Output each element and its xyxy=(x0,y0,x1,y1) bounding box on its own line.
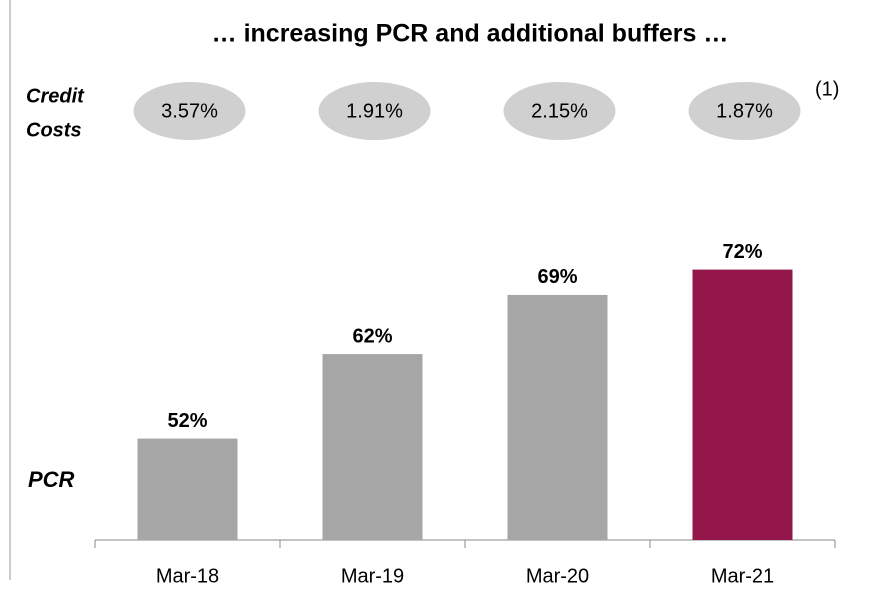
credit-costs-label: Credit xyxy=(26,85,85,107)
bar xyxy=(137,438,238,540)
y-axis-label: PCR xyxy=(28,467,75,492)
credit-cost-label: 1.91% xyxy=(346,100,403,122)
x-tick-label: Mar-20 xyxy=(526,565,589,587)
credit-cost-bubble xyxy=(503,82,616,140)
data-label: 62% xyxy=(352,325,392,347)
credit-cost-label: 2.15% xyxy=(531,100,588,122)
bar xyxy=(692,269,793,540)
credit-cost-bubble xyxy=(688,82,801,140)
credit-cost-bubble xyxy=(318,82,431,140)
data-label: 52% xyxy=(167,410,207,432)
footnote-marker: (1) xyxy=(815,78,839,100)
x-tick-label: Mar-21 xyxy=(711,565,774,587)
bar xyxy=(322,354,423,540)
chart-title: … increasing PCR and additional buffers … xyxy=(212,20,729,48)
data-label: 69% xyxy=(537,266,577,288)
credit-costs-label: Costs xyxy=(26,119,82,141)
credit-cost-label: 3.57% xyxy=(161,100,218,122)
x-tick-label: Mar-19 xyxy=(341,565,404,587)
credit-cost-bubble xyxy=(133,82,246,140)
bar xyxy=(507,294,608,540)
credit-cost-label: 1.87% xyxy=(716,100,773,122)
data-label: 72% xyxy=(722,241,762,263)
x-tick-label: Mar-18 xyxy=(156,565,219,587)
